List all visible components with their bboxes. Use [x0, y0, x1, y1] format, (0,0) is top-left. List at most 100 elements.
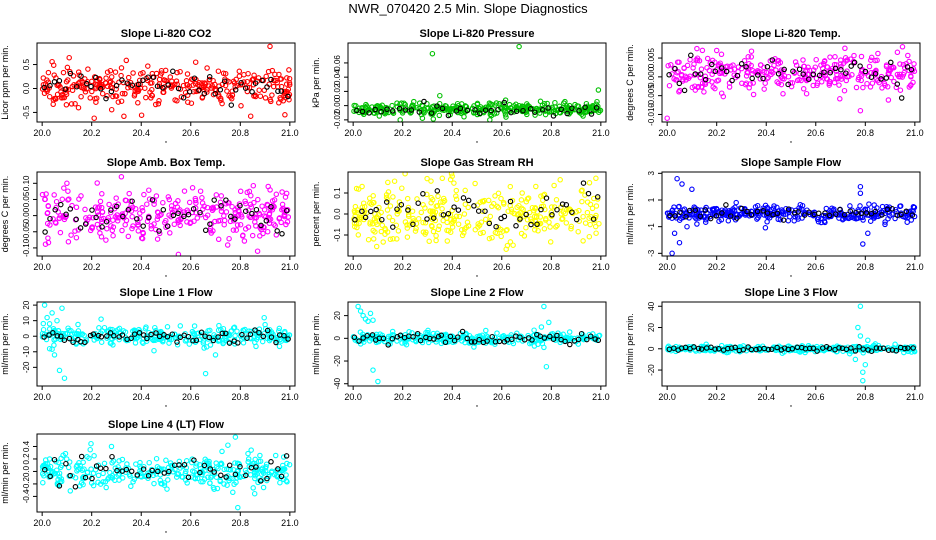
- panel-1-reference-point: [140, 77, 146, 84]
- panel-8-title: Slope Line 2 Flow: [431, 287, 524, 299]
- panel-1-point: [220, 70, 227, 77]
- panel-8-reference-point: [351, 334, 358, 341]
- panel-2-point: [442, 102, 449, 109]
- panel-5-reference-point: [471, 203, 477, 209]
- panel-1-point: [186, 83, 193, 89]
- panel-1-reference-point: [165, 82, 171, 88]
- panel-4-reference-point: [52, 207, 58, 213]
- panel-4-point: [202, 214, 209, 221]
- panel-8-point: [459, 338, 465, 344]
- panel-8-point: [494, 330, 500, 336]
- panel-5-point: [369, 220, 376, 227]
- panel-6-reference-point: [707, 215, 714, 222]
- panel-3-outlier-point: [713, 47, 720, 54]
- panel-5-reference-point: [569, 209, 575, 215]
- panel-4-point: [167, 230, 173, 236]
- panel-5-point: [384, 196, 391, 203]
- panel-6-point: [725, 213, 732, 219]
- panel-10-point: [151, 480, 157, 487]
- panel-5-point: [453, 196, 460, 203]
- panel-10-point: [58, 476, 65, 482]
- panel-3-point: [709, 71, 715, 78]
- panel-2-outlier-point: [429, 50, 436, 57]
- panel-4-reference-point: [253, 206, 260, 213]
- panel-6-reference-point: [785, 206, 792, 212]
- panel-8-reference-point: [414, 330, 421, 337]
- panel-6-reference-point: [889, 206, 895, 212]
- panel-9-point: [892, 341, 898, 348]
- panel-2-reference-point: [527, 106, 534, 112]
- panel-5-point: [426, 238, 432, 245]
- panel-7-reference-point: [95, 332, 102, 339]
- panel-10-point: [74, 468, 80, 474]
- panel-2-point: [532, 112, 538, 118]
- panel-3-xtick-label: 20.2: [708, 128, 726, 138]
- panel-1-point: [262, 95, 269, 101]
- panel-1-reference-point: [238, 80, 244, 86]
- panel-9-reference-point: [848, 345, 854, 351]
- panel-1-point: [103, 75, 109, 81]
- panel-9-reference-point: [836, 345, 842, 351]
- panel-7-point: [182, 338, 189, 344]
- panel-1-outlier-point: [91, 115, 97, 121]
- panel-4-reference-point: [223, 197, 229, 203]
- panel-10-point: [245, 450, 251, 457]
- panel-4-point: [237, 188, 244, 195]
- panel-10-ytick-label: 0.0: [22, 465, 31, 477]
- panel-10-point: [153, 455, 160, 462]
- panel-1-reference-point: [170, 68, 176, 75]
- panel-4-point: [255, 196, 261, 203]
- panel-6-reference-point: [853, 209, 859, 216]
- panel-4-point: [154, 236, 161, 242]
- panel-2-reference-point: [593, 105, 600, 111]
- panel-4-point: [45, 203, 51, 209]
- panel-1-point: [155, 101, 162, 107]
- panel-3-point: [885, 97, 892, 103]
- panel-3-point: [868, 54, 875, 61]
- panel-1-reference-point: [119, 77, 125, 83]
- panel-4-point: [242, 198, 248, 204]
- panel-9-reference-point: [873, 345, 880, 351]
- panel-7-reference-point: [111, 333, 117, 339]
- panel-5-point: [521, 233, 528, 239]
- panel-1-point: [152, 101, 159, 108]
- panel-4-reference-point: [237, 202, 243, 209]
- panel-9-xtick-label: 20.4: [757, 392, 775, 402]
- panel-2-reference-point: [513, 108, 520, 114]
- panel-10-point: [245, 456, 252, 462]
- panel-5-point: [428, 178, 434, 184]
- panel-7-point: [98, 316, 104, 322]
- panel-5-reference-point: [493, 223, 499, 230]
- panel-1-point: [229, 92, 236, 98]
- panel-6-reference-point: [744, 208, 750, 215]
- panel-4-point: [104, 225, 110, 232]
- panel-1-outlier-point: [282, 112, 288, 118]
- panel-3-point: [741, 58, 748, 64]
- panel-1-point: [270, 83, 277, 90]
- panel-3-point: [690, 65, 696, 71]
- panel-10-point: [88, 440, 94, 447]
- panel-6-reference-point: [884, 206, 891, 213]
- panel-2-reference-point: [421, 98, 427, 105]
- panel-5-point: [367, 200, 373, 206]
- panel-2-reference-point: [569, 105, 575, 112]
- panel-5-point: [380, 239, 386, 245]
- panel-3-reference-point: [672, 65, 678, 72]
- panel-1-reference-point: [232, 87, 239, 93]
- panel-7-point: [211, 332, 217, 338]
- panel-1-point: [156, 98, 162, 104]
- panel-4-point: [119, 227, 125, 234]
- panel-6-reference-point: [879, 212, 885, 218]
- panel-3-reference-point: [681, 87, 688, 94]
- panel-1-point: [167, 74, 174, 80]
- panel-7-point: [51, 337, 57, 343]
- panel-5-xtick-label: 20.0: [344, 262, 362, 272]
- panel-7-point: [265, 330, 272, 337]
- panel-6-point: [866, 201, 872, 207]
- panel-8-point: [531, 327, 537, 333]
- panel-6-point: [821, 218, 828, 224]
- panel-4-point: [132, 206, 139, 212]
- panel-2-reference-point: [472, 107, 478, 113]
- panel-5-point: [394, 236, 400, 242]
- panel-8-reference-point: [410, 334, 416, 340]
